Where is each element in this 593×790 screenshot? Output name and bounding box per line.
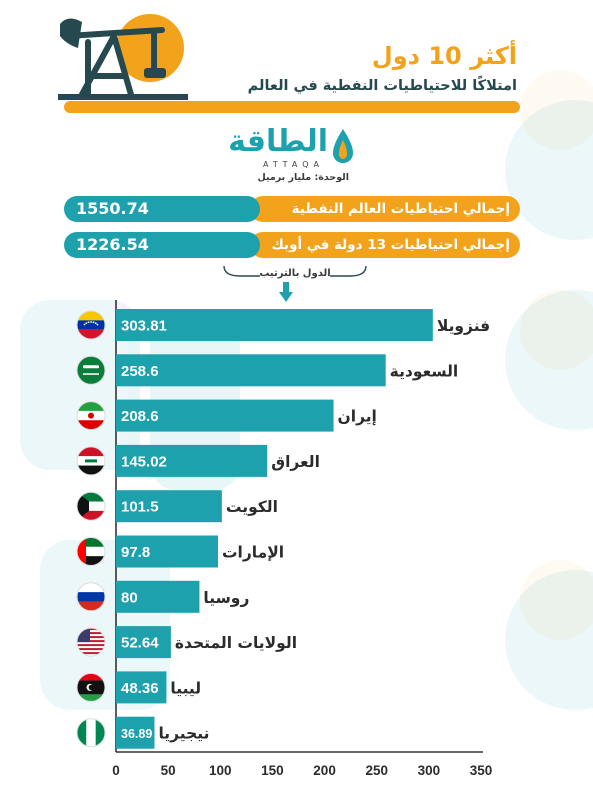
bar-row: 303.81 فنزويلا [76, 309, 490, 341]
bar-row: 52.64 الولايات المتحدة [76, 626, 297, 659]
usa-flag-icon [76, 627, 106, 657]
russia-flag-icon [76, 582, 106, 612]
category-label: إيران [338, 408, 377, 426]
bar-row: 101.5 الكويت [76, 490, 278, 523]
bar [116, 444, 268, 477]
total-label: إجمالي احتياطيات العالم النفطية [250, 196, 520, 222]
x-tick-label: 50 [161, 763, 176, 778]
bar-value-label: 48.36 [121, 680, 159, 697]
bar-value-label: 101.5 [121, 499, 159, 516]
bar-row: 80 روسيا [76, 580, 249, 613]
kuwait-flag-icon [76, 491, 106, 521]
header-underline [64, 101, 520, 113]
page-subtitle: امتلاكًا للاحتياطيات النفطية في العالم [247, 78, 517, 94]
total-opec-reserves: إجمالي احتياطيات 13 دولة في أوبك 1226.54 [64, 232, 520, 258]
bar-value-label: 80 [121, 589, 138, 606]
bar-value-label: 52.64 [121, 635, 159, 652]
page-title: أكثر 10 دول [371, 42, 517, 70]
category-label: الكويت [226, 498, 278, 516]
total-value: 1550.74 [64, 196, 260, 222]
logo-latin-text: ATTAQA [263, 160, 324, 169]
bar-row: 48.36 ليبيا [76, 671, 201, 704]
x-tick-label: 100 [209, 763, 232, 778]
flame-drop-icon [333, 129, 353, 163]
bar-row: 208.6 إيران [76, 399, 377, 432]
bar-row: 258.6 السعودية [76, 354, 459, 387]
bar [116, 580, 200, 613]
iraq-flag-icon [76, 446, 106, 476]
x-tick-label: 200 [313, 763, 336, 778]
venezuela-flag-icon [76, 310, 106, 340]
nigeria-flag-icon [76, 718, 106, 748]
bar-row: 36.89 نيجيريا [76, 716, 209, 749]
bar [116, 716, 155, 749]
bar [116, 309, 433, 341]
unit-label: الوحدة: مليار برميل [257, 172, 349, 183]
bar-value-label: 303.81 [121, 318, 167, 335]
iran-flag-icon [76, 401, 106, 431]
bar [116, 671, 167, 704]
bar-value-label: 36.89 [121, 727, 152, 741]
category-label: السعودية [390, 362, 459, 380]
logo-text: الطاقة [228, 124, 328, 159]
saudi-arabia-flag-icon [76, 355, 106, 385]
category-label: فنزويلا [437, 317, 490, 335]
category-label: العراق [271, 453, 320, 471]
bar [116, 399, 334, 432]
bar-row: 97.8 الإمارات [76, 535, 284, 568]
attaqa-logo: الطاقة ATTAQA [220, 124, 380, 182]
x-tick-label: 0 [112, 763, 120, 778]
x-tick-label: 250 [365, 763, 388, 778]
bar-value-label: 208.6 [121, 408, 159, 425]
oil-pumpjack-icon [58, 14, 188, 100]
total-value: 1226.54 [64, 232, 260, 258]
category-label: الإمارات [222, 544, 284, 562]
ranking-bracket [223, 265, 367, 277]
total-world-reserves: إجمالي احتياطيات العالم النفطية 1550.74 [64, 196, 520, 222]
category-label: نيجيريا [158, 725, 209, 743]
x-tick-label: 300 [418, 763, 441, 778]
x-tick-label: 150 [261, 763, 284, 778]
ranking-label: الدول بالترتيب [259, 268, 331, 279]
x-tick-label: 350 [470, 763, 493, 778]
bar [116, 535, 218, 568]
total-label: إجمالي احتياطيات 13 دولة في أوبك [250, 232, 520, 258]
libya-flag-icon [76, 672, 106, 702]
bar [116, 354, 386, 387]
category-label: الولايات المتحدة [175, 634, 297, 652]
bar-row: 145.02 العراق [76, 444, 320, 477]
bar-value-label: 97.8 [121, 544, 150, 561]
bar [116, 490, 222, 523]
arrow-down-icon [279, 282, 293, 302]
category-label: روسيا [203, 589, 249, 607]
category-label: ليبيا [170, 679, 201, 697]
bar [116, 626, 171, 659]
uae-flag-icon [76, 537, 106, 566]
bar-value-label: 258.6 [121, 363, 159, 380]
bar-value-label: 145.02 [121, 453, 167, 470]
